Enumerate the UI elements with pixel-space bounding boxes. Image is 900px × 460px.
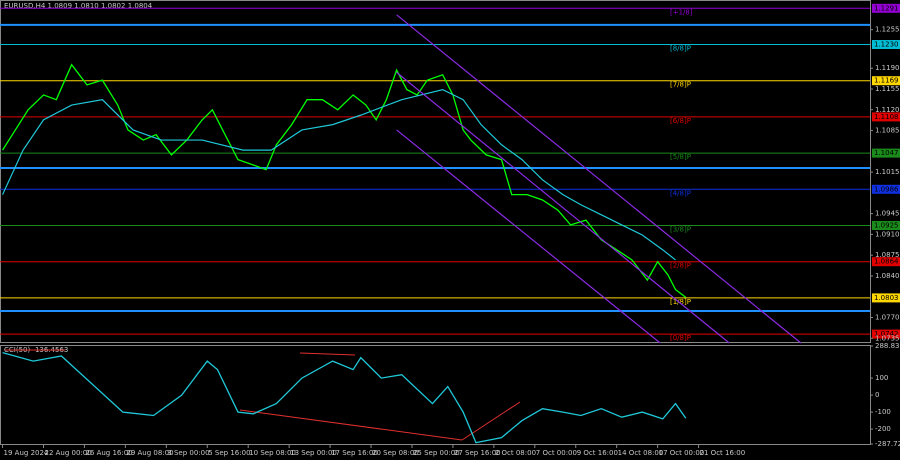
x-tick-label: 13 Sep 00:00 [290,449,337,457]
axis-badge [872,257,900,267]
axis-badge-label: 1.0864 [874,258,899,266]
y-tick-label: 1.1255 [875,26,900,34]
x-tick-label: 25 Sep 00:00 [413,449,460,457]
axis-badge-label: 1.0803 [874,294,899,302]
x-tick-label: 20 Sep 08:00 [372,449,419,457]
axis-badge-label: 1.1047 [874,149,899,157]
y-tick-label: -287.729 [875,440,900,448]
murray-label: [3/8]P [670,226,691,234]
y-tick-label: 288.8363 [875,342,900,350]
x-tick-label: 7 Oct 00:00 [536,449,577,457]
axis-badge [872,3,900,13]
x-tick-label: 26 Aug 16:00 [85,449,132,457]
murray-label: [4/8]P [670,189,691,197]
axis-badge-label: 1.0925 [874,222,899,230]
price-line [2,88,676,261]
x-tick-label: 3 Sep 00:00 [167,449,209,457]
axis-badge [872,148,900,158]
murray-label: [5/8]P [670,153,691,161]
price-line [396,129,661,344]
y-tick-label: 1.1085 [875,127,900,135]
axis-badge-label: 1.0742 [874,330,899,338]
y-tick-label: 1.1120 [875,106,900,114]
x-tick-label: 21 Oct 16:00 [700,449,746,457]
murray-label: [2/8]P [670,262,691,270]
axis-badge [872,40,900,50]
murray-label: [8/8]P [670,45,691,53]
axis-badge-label: 1.1169 [874,77,899,85]
divergence-line [299,352,356,356]
x-tick-label: 19 Aug 2024 [4,449,49,457]
axis-badge-label: 1.0986 [874,185,899,193]
y-tick-label: 1.0735 [875,334,900,342]
axis-badge [872,184,900,194]
x-tick-label: 29 Aug 08:00 [126,449,173,457]
y-tick-label: 1.0770 [875,313,900,321]
y-tick-label: 100 [875,374,888,382]
axis-badge-label: 1.1108 [874,113,899,121]
y-tick-label: -200 [875,425,891,433]
x-tick-label: 2 Oct 08:00 [495,449,536,457]
divergence-line [239,409,463,441]
y-tick-label: 1.0910 [875,230,900,238]
chart-title: EURUSD,H4 1.0809 1.0810 1.0802 1.0804 [4,2,153,10]
y-tick-label: 1.1190 [875,64,900,72]
murray-label: [0/8]P [670,334,691,342]
murray-label: [6/8]P [670,117,691,125]
murray-label: [1/8]P [670,298,691,306]
price-line [396,14,802,344]
price-panel-frame [0,0,871,343]
murray-label: [+1/8] [670,8,693,16]
y-tick-label: 1.0875 [875,251,900,259]
x-tick-label: 17 Sep 16:00 [331,449,378,457]
y-tick-label: 1.0945 [875,210,900,218]
x-tick-label: 14 Oct 08:00 [618,449,664,457]
x-tick-label: 22 Aug 00:00 [45,449,92,457]
axis-badge-label: 1.1291 [874,4,899,12]
axis-badge [872,329,900,339]
price-line [2,351,687,444]
murray-label: [7/8]P [670,81,691,89]
price-line [396,71,730,344]
axis-badge [872,112,900,122]
x-tick-label: 10 Sep 08:00 [249,449,296,457]
x-tick-label: 27 Sep 16:00 [454,449,501,457]
axis-badge [872,293,900,303]
axis-badge [872,221,900,231]
axis-badge [872,76,900,86]
y-tick-label: 1.0840 [875,272,900,280]
axis-badge-label: 1.1230 [874,41,899,49]
x-tick-label: 17 Oct 00:00 [659,449,705,457]
y-tick-label: 1.1015 [875,168,900,176]
x-tick-label: 5 Sep 16:00 [208,449,250,457]
y-tick-label: 0 [875,391,879,399]
x-tick-label: 9 Oct 16:00 [577,449,618,457]
y-tick-label: -100 [875,408,891,416]
y-tick-label: 1.1155 [875,85,900,93]
